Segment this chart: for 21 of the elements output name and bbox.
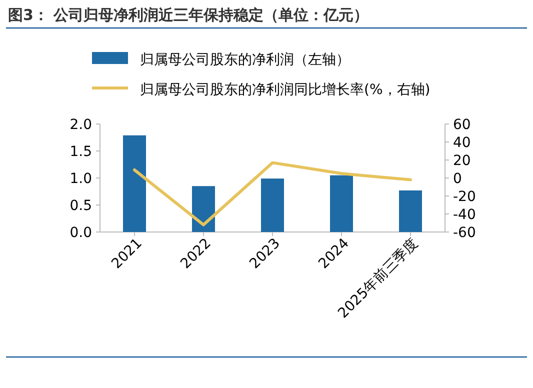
y2-tick-label: -40: [453, 207, 476, 223]
bar: [192, 186, 215, 232]
y2-tick-label: -20: [453, 189, 476, 205]
y-tick-label: 1.0: [70, 171, 92, 187]
bar: [330, 175, 353, 232]
bar: [261, 178, 284, 232]
y-tick-label: 1.5: [70, 144, 92, 160]
chart-title: 图3： 公司归母净利润近三年保持稳定（单位：亿元）: [8, 6, 369, 24]
y-tick-label: 0.0: [70, 225, 92, 241]
line-series: [133, 161, 412, 226]
y2-tick-label: 0: [453, 171, 462, 187]
y2-tick-label: 20: [453, 153, 471, 169]
bar: [123, 135, 146, 232]
y-tick-label: 0.5: [70, 198, 92, 214]
y-tick-label: 2.0: [70, 117, 92, 133]
legend-label: 归属母公司股东的净利润同比增长率(%，右轴): [140, 82, 430, 98]
y2-tick-label: 40: [453, 135, 471, 151]
bar: [399, 190, 422, 232]
y2-tick-label: -60: [453, 225, 476, 241]
y2-tick-label: 60: [453, 117, 471, 133]
legend-label: 归属母公司股东的净利润（左轴）: [140, 52, 350, 68]
